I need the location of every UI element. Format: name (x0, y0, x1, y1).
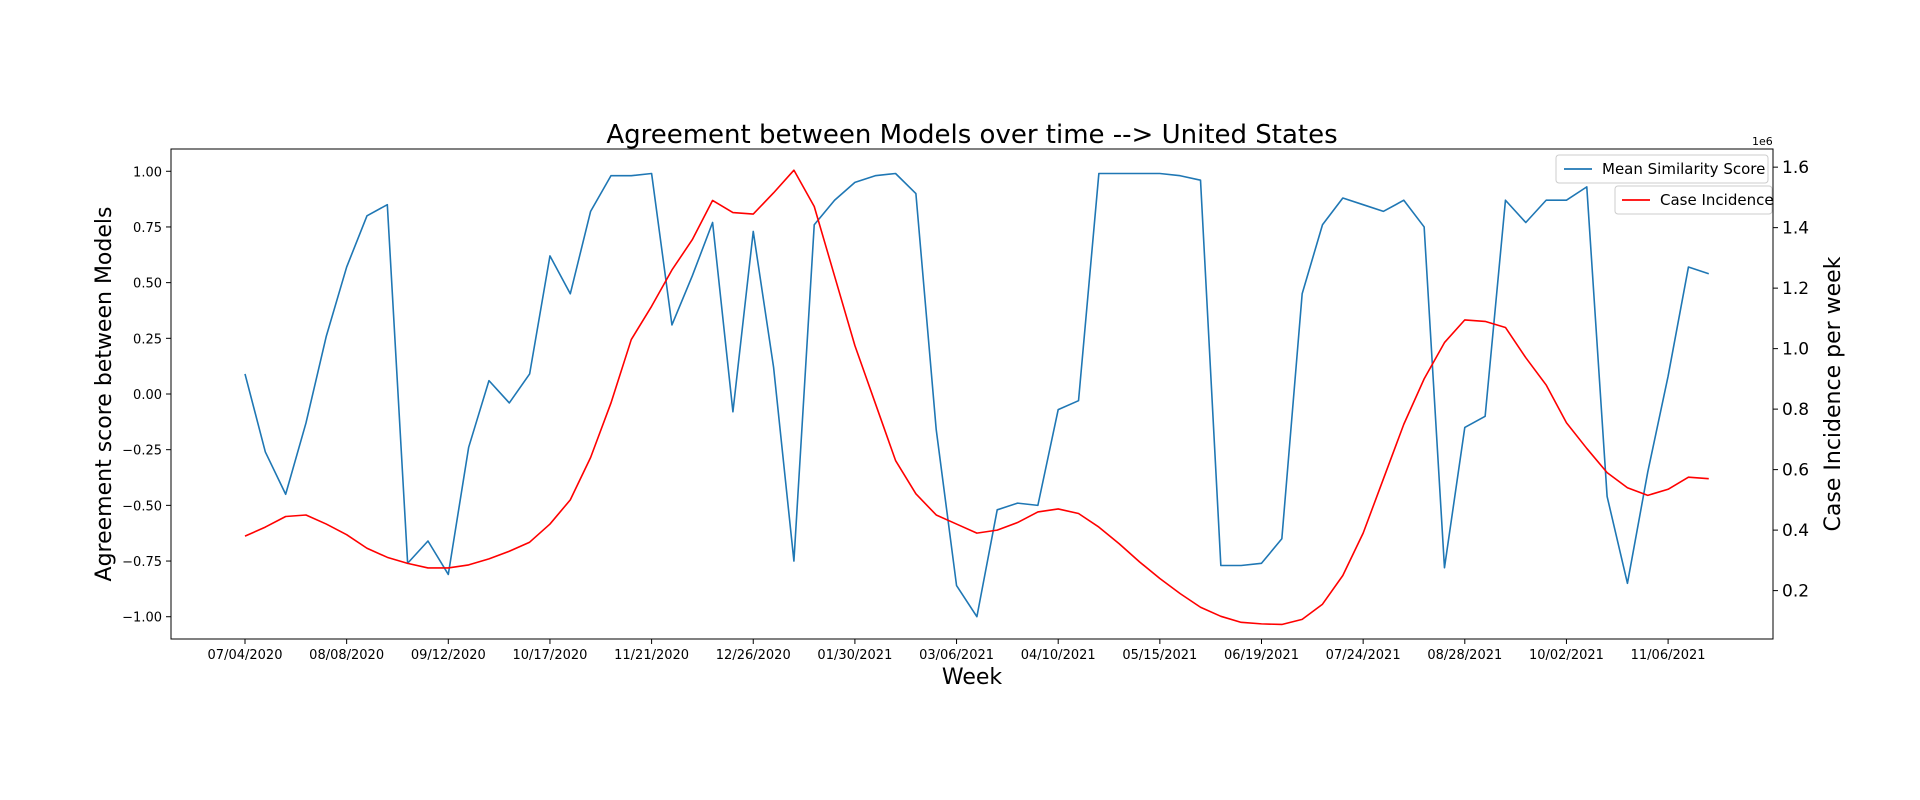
x-tick-label: 05/15/2021 (1122, 648, 1197, 663)
plot-area (244, 169, 1710, 626)
y-right-tick-label: 1.0 (1782, 340, 1809, 360)
y-right-tick-label: 1.4 (1782, 219, 1809, 239)
x-tick-label: 11/06/2021 (1631, 648, 1706, 663)
y-axis-right-offset-label: 1e6 (1752, 135, 1773, 148)
y-axis-right-label: Case Incidence per week (1821, 256, 1846, 531)
legend-series-1: Mean Similarity Score (1555, 154, 1769, 184)
y-left-tick-label: 1.00 (133, 165, 162, 180)
x-tick-label: 10/17/2020 (512, 648, 587, 663)
x-tick-label: 12/26/2020 (716, 648, 791, 663)
legend-box-2 (1614, 185, 1773, 215)
x-axis-label: Week (942, 665, 1003, 690)
y-left-tick-label: −0.75 (122, 555, 162, 570)
legend-label-1: Mean Similarity Score (1602, 160, 1765, 178)
x-tick-label: 10/02/2021 (1529, 648, 1604, 663)
y-right-tick-label: 0.6 (1782, 461, 1809, 481)
y-left-tick-label: 0.75 (133, 221, 162, 236)
x-tick-label: 07/24/2021 (1326, 648, 1401, 663)
y-left-tick-label: 0.25 (133, 332, 162, 347)
x-tick-label: 04/10/2021 (1021, 648, 1096, 663)
y-left-tick-label: −1.00 (122, 611, 162, 626)
y-axis-right: 0.2 0.4 0.6 0.8 1.0 1.2 1.4 1.6 (1773, 158, 1809, 602)
y-left-tick-label: 0.00 (133, 388, 162, 403)
y-right-tick-label: 1.2 (1782, 279, 1809, 299)
y-right-tick-label: 0.4 (1782, 521, 1809, 541)
x-tick-label: 09/12/2020 (411, 648, 486, 663)
x-axis: 07/04/2020 08/08/2020 09/12/2020 10/17/2020… (208, 639, 1706, 663)
chart-title: Agreement between Models over time --> U… (606, 120, 1337, 150)
y-axis-left-label: Agreement score between Models (92, 207, 117, 582)
series-line-2 (244, 169, 1709, 626)
series-line-1 (244, 172, 1710, 618)
x-tick-label: 08/08/2020 (309, 648, 384, 663)
x-tick-label: 07/04/2020 (208, 648, 283, 663)
y-right-tick-label: 1.6 (1782, 158, 1809, 178)
x-tick-label: 11/21/2020 (614, 648, 689, 663)
x-tick-label: 03/06/2021 (919, 648, 994, 663)
plot-frame (170, 148, 1774, 640)
legend-series-2: Case Incidence (1614, 185, 1774, 215)
legend-label-2: Case Incidence (1660, 191, 1774, 209)
x-tick-label: 06/19/2021 (1224, 648, 1299, 663)
y-left-tick-label: −0.25 (122, 444, 162, 459)
y-right-tick-label: 0.8 (1782, 400, 1809, 420)
y-left-tick-label: 0.50 (133, 277, 162, 292)
y-left-tick-label: −0.50 (122, 499, 162, 514)
legend-box-1 (1555, 154, 1769, 184)
y-right-tick-label: 0.2 (1782, 582, 1809, 602)
y-axis-left: −1.00 −0.75 −0.50 −0.25 0.00 0.25 0.50 0.75 1.00 (122, 165, 171, 626)
x-tick-label: 08/28/2021 (1427, 648, 1502, 663)
x-tick-label: 01/30/2021 (817, 648, 892, 663)
